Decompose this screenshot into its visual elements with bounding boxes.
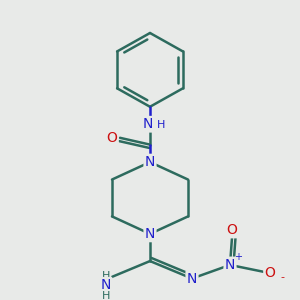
Text: N: N bbox=[101, 278, 111, 292]
Text: H: H bbox=[102, 271, 110, 281]
Text: N: N bbox=[225, 258, 235, 272]
Text: O: O bbox=[226, 223, 237, 237]
Text: -: - bbox=[280, 273, 284, 283]
Text: N: N bbox=[143, 117, 153, 131]
Text: N: N bbox=[145, 227, 155, 241]
Text: N: N bbox=[187, 272, 197, 286]
Text: O: O bbox=[106, 131, 117, 145]
Text: +: + bbox=[234, 252, 242, 262]
Text: H: H bbox=[102, 291, 110, 300]
Text: O: O bbox=[265, 266, 275, 280]
Text: N: N bbox=[145, 155, 155, 169]
Text: H: H bbox=[157, 120, 165, 130]
